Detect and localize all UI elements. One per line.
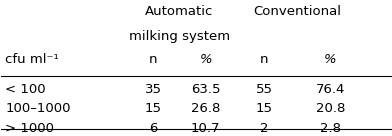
Text: < 100: < 100 (5, 83, 46, 96)
Text: 6: 6 (149, 122, 157, 135)
Text: 15: 15 (256, 102, 272, 115)
Text: 76.4: 76.4 (316, 83, 345, 96)
Text: 63.5: 63.5 (191, 83, 220, 96)
Text: 2.8: 2.8 (320, 122, 341, 135)
Text: cfu ml⁻¹: cfu ml⁻¹ (5, 53, 59, 66)
Text: 15: 15 (145, 102, 162, 115)
Text: %: % (200, 53, 212, 66)
Text: %: % (324, 53, 337, 66)
Text: Automatic: Automatic (145, 5, 214, 18)
Text: 10.7: 10.7 (191, 122, 220, 135)
Text: 26.8: 26.8 (191, 102, 220, 115)
Text: n: n (260, 53, 269, 66)
Text: milking system: milking system (129, 30, 230, 43)
Text: 55: 55 (256, 83, 272, 96)
Text: 100–1000: 100–1000 (5, 102, 71, 115)
Text: Conventional: Conventional (253, 5, 341, 18)
Text: 35: 35 (145, 83, 162, 96)
Text: n: n (149, 53, 158, 66)
Text: > 1000: > 1000 (5, 122, 54, 135)
Text: 2: 2 (260, 122, 269, 135)
Text: 20.8: 20.8 (316, 102, 345, 115)
